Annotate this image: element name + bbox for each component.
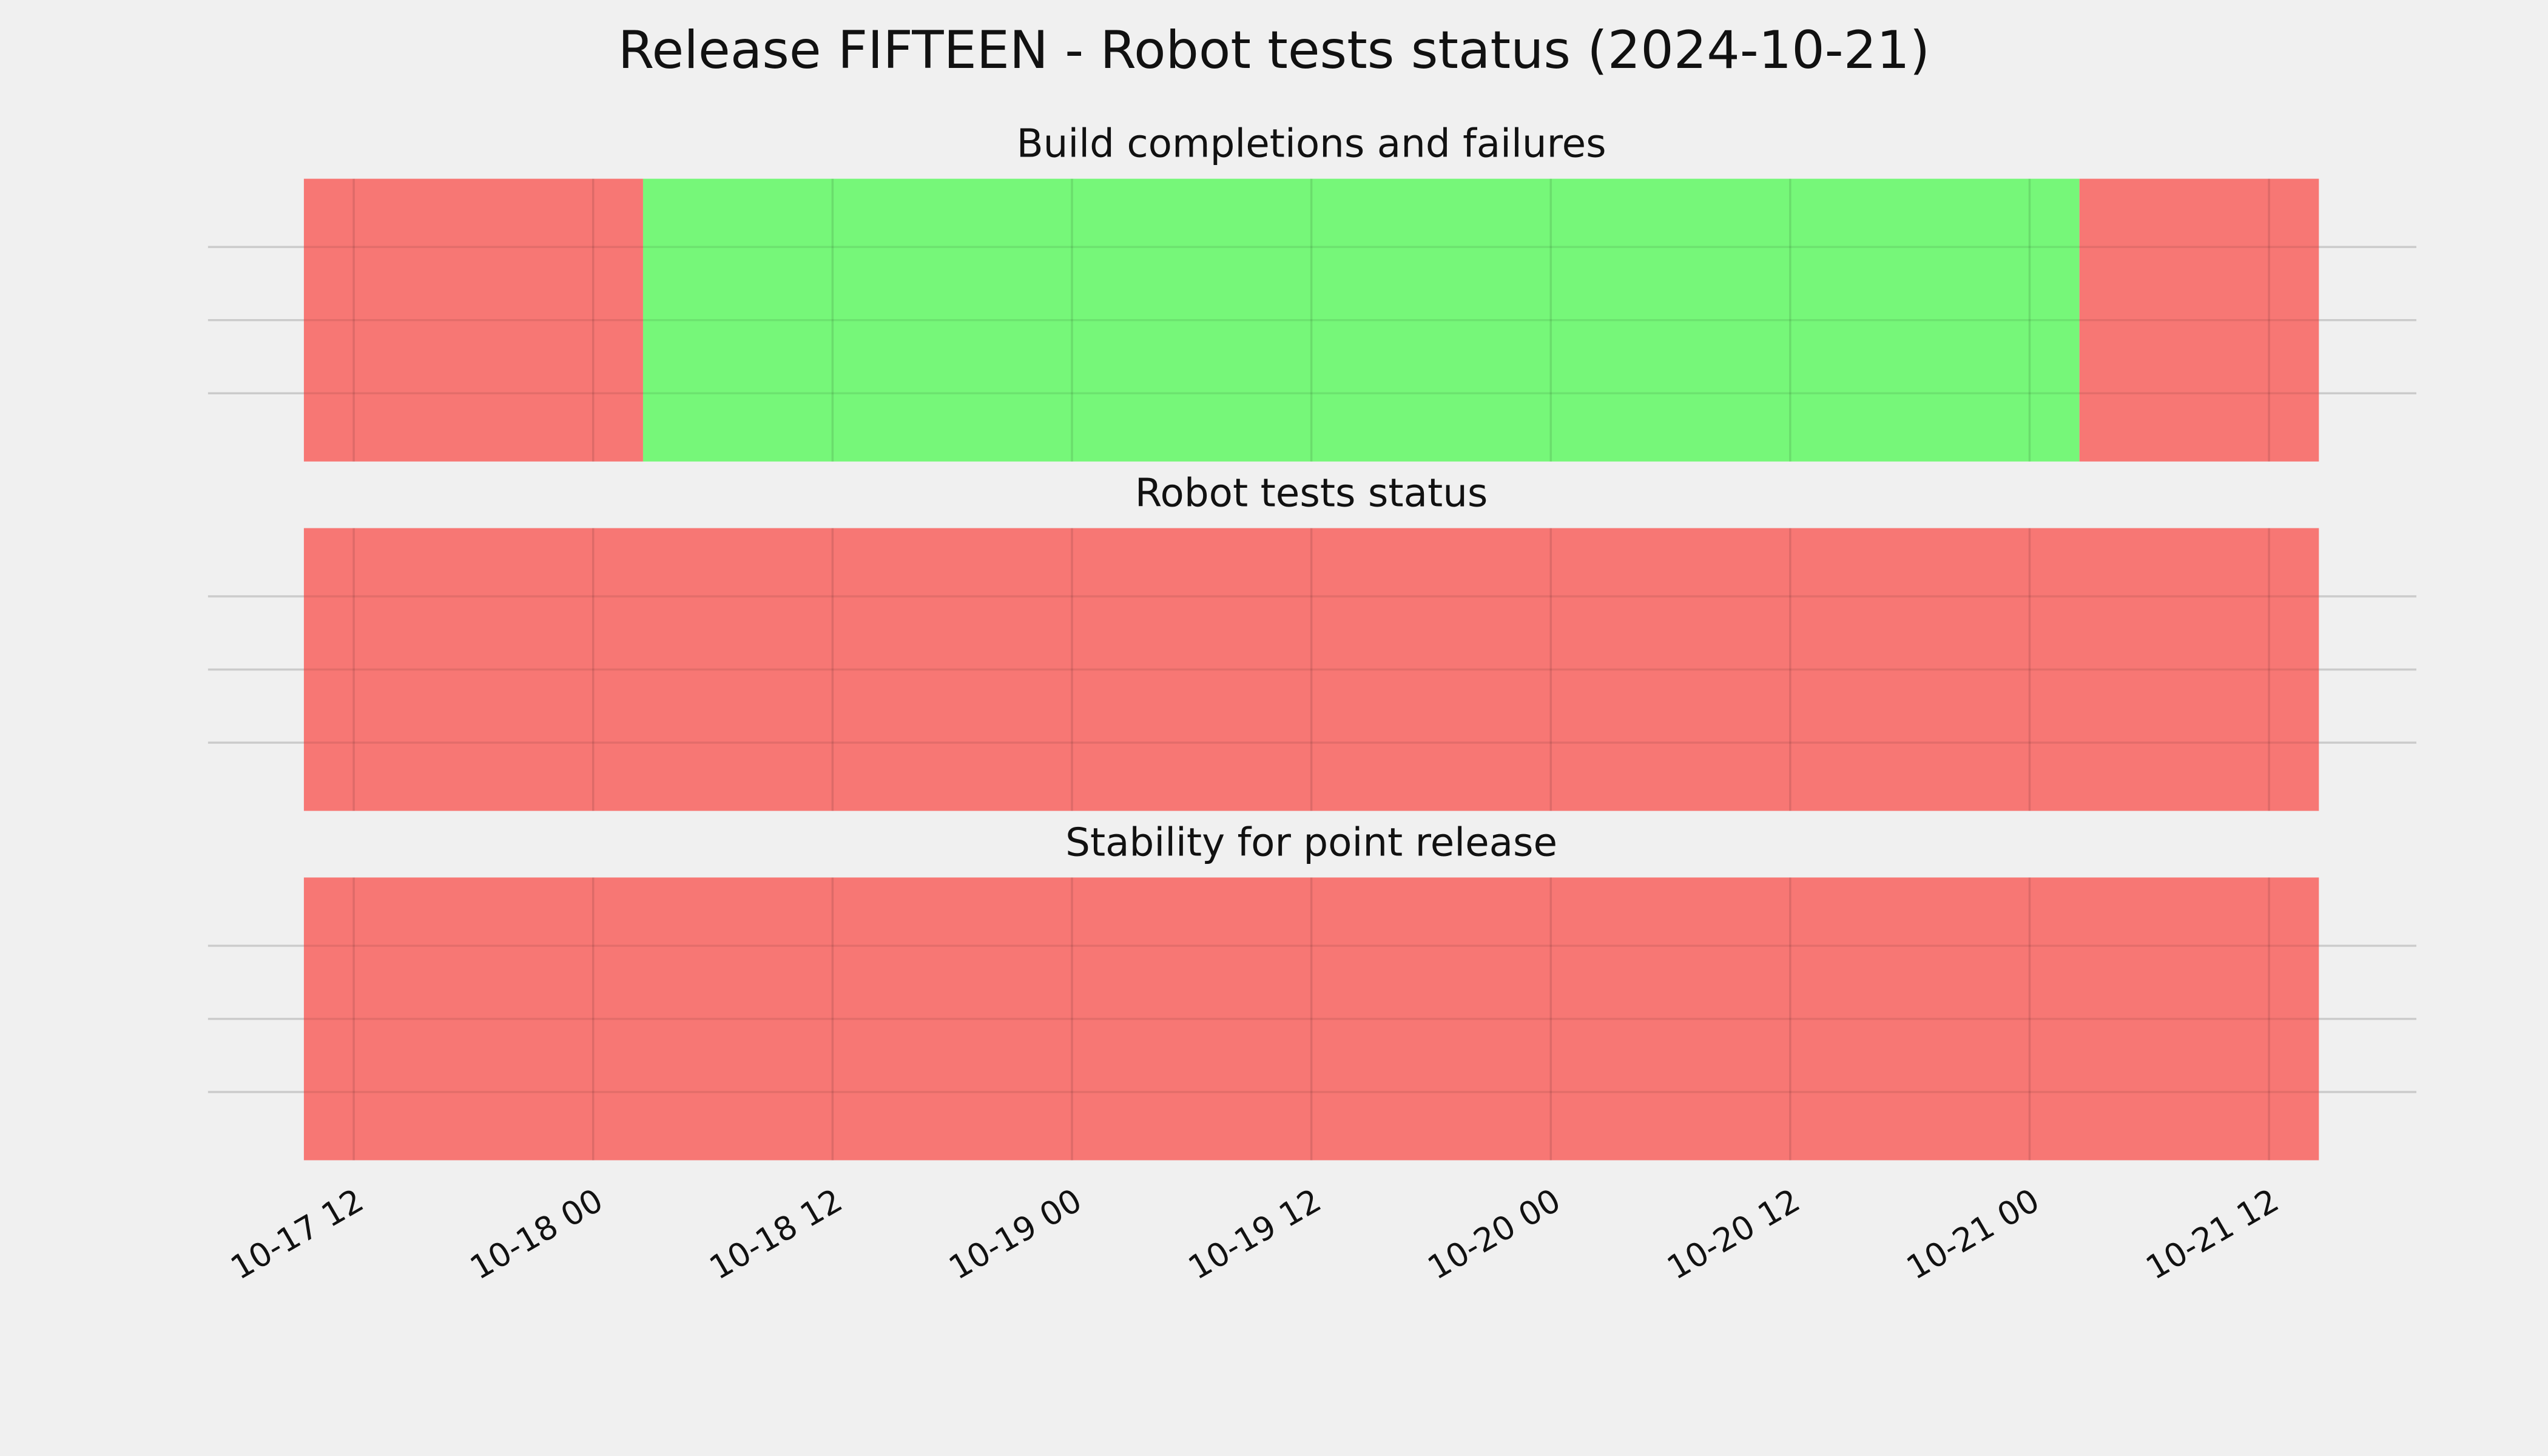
status-segment	[2079, 178, 2319, 462]
panel-title: Robot tests status	[1135, 471, 1488, 516]
status-segment	[303, 178, 643, 462]
panel-title: Stability for point release	[1065, 820, 1557, 865]
status-segment	[642, 178, 2080, 462]
panel-title: Build completions and failures	[1017, 121, 1606, 167]
status-segment	[303, 877, 2319, 1161]
status-segment	[303, 528, 2319, 811]
figure-title: Release FIFTEEN - Robot tests status (20…	[618, 20, 1930, 81]
